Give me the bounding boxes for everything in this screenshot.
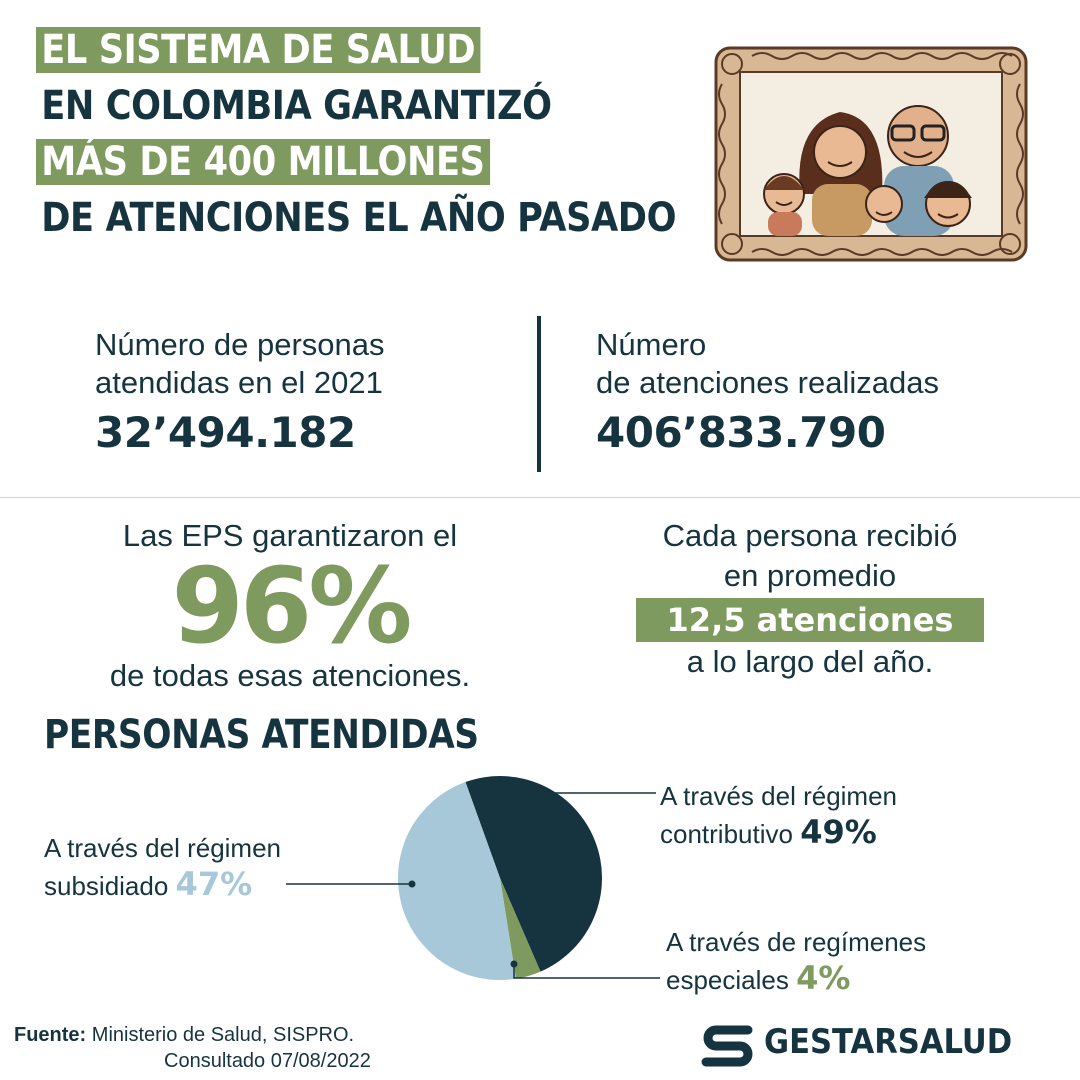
headline-line-4: DE ATENCIONES EL AÑO PASADO: [41, 195, 677, 241]
headline: EL SISTEMA DE SALUD EN COLOMBIA GARANTIZ…: [36, 22, 716, 246]
pie-slice-contributivo: [465, 775, 603, 972]
source-text: Ministerio de Salud, SISPRO.: [91, 1024, 355, 1046]
pie-label-subsidiado-line-2: subsidiado: [44, 871, 169, 901]
pie-label-subsidiado: A través del régimen subsidiado 47%: [44, 830, 384, 904]
eps-percent: 96%: [171, 545, 413, 667]
stat-people-value: 32’494.182: [95, 408, 356, 457]
pie-slice-subsidiado: [397, 782, 516, 980]
headline-line-3: MÁS DE 400 MILLONES: [36, 134, 634, 190]
pie-label-contributivo-line-1: A través del régimen: [660, 781, 898, 811]
pie-label-especiales-line-1: A través de regímenes: [666, 927, 927, 957]
gestarsalud-logo: GESTARSALUD: [700, 1018, 1070, 1070]
logo-text: GESTARSALUD: [764, 1022, 1013, 1062]
headline-line-1: EL SISTEMA DE SALUD: [36, 22, 634, 78]
pie-label-especiales: A través de regímenes especiales 4%: [666, 924, 1066, 998]
stat-attentions-label-1: Número: [596, 327, 707, 362]
stat-people-label-1: Número de personas: [95, 327, 385, 362]
pie-slice-especiales: [500, 878, 541, 979]
gestarsalud-logo-icon: [701, 1025, 753, 1067]
pie-label-contributivo-line-2: contributivo: [660, 819, 793, 849]
leader-line-subsidiado-dot: [408, 880, 416, 888]
average-line-2: en promedio: [723, 558, 897, 593]
eps-block: Las EPS garantizaron el 96% de todas esa…: [40, 516, 540, 696]
average-line-3: a lo largo del año.: [686, 644, 934, 679]
leader-line-especiales-dot: [510, 960, 518, 968]
pie-chart: [286, 775, 660, 980]
average-line-1: Cada persona recibió: [662, 518, 958, 553]
headline-line-2: EN COLOMBIA GARANTIZÓ: [41, 83, 552, 129]
stats-divider: [537, 316, 541, 472]
section-title: PERSONAS ATENDIDAS: [44, 712, 479, 758]
average-block: Cada persona recibió en promedio 12,5 at…: [560, 516, 1060, 682]
average-badge: 12,5 atenciones: [636, 598, 984, 642]
section-divider: [0, 497, 1080, 498]
eps-text-after: de todas esas atenciones.: [109, 658, 471, 693]
family-portrait-icon: [714, 46, 1028, 262]
source-note: Fuente: Ministerio de Salud, SISPRO. Con…: [14, 1022, 434, 1074]
stat-attentions: Número de atenciones realizadas 406’833.…: [596, 326, 1056, 457]
consulted-date: Consultado 07/08/2022: [164, 1050, 371, 1072]
pie-label-contributivo: A través del régimen contributivo 49%: [660, 778, 1060, 852]
pie-value-especiales: 4%: [796, 959, 851, 997]
source-label: Fuente:: [14, 1024, 87, 1046]
pie-label-especiales-line-2: especiales: [666, 965, 789, 995]
leader-line-contributivo-dot: [536, 789, 544, 797]
leader-line-especiales: [513, 964, 660, 979]
stat-attentions-label-2: de atenciones realizadas: [596, 365, 939, 400]
pie-value-contributivo: 49%: [800, 813, 877, 851]
pie-value-subsidiado: 47%: [175, 865, 253, 903]
pie-label-subsidiado-line-1: A través del régimen: [44, 833, 282, 863]
stat-people-label-2: atendidas en el 2021: [95, 365, 383, 400]
stat-people: Número de personas atendidas en el 2021 …: [95, 326, 515, 457]
eps-text-before: Las EPS garantizaron el: [122, 518, 458, 553]
stat-attentions-value: 406’833.790: [596, 408, 886, 457]
